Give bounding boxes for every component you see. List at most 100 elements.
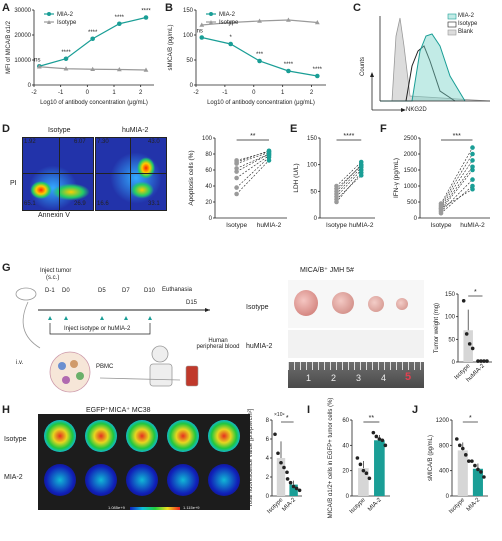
J-ylabel: sMICA/B (pg/mL) <box>428 435 434 481</box>
h-row-isotype: Isotype <box>4 436 27 443</box>
J-point <box>470 459 474 463</box>
A-ytick-label: 20000 <box>14 33 31 39</box>
D-point <box>234 166 239 171</box>
B-point <box>315 73 320 79</box>
ruler-4: 4 <box>381 373 387 383</box>
panel-letter-f: F <box>380 123 387 135</box>
J-point <box>464 453 468 457</box>
histogram-mia2 <box>380 33 466 102</box>
E-point <box>358 163 364 169</box>
I-xtick-label: Isotype <box>349 497 367 515</box>
D-pair-line <box>236 152 270 164</box>
panel-letter-c: C <box>353 2 361 14</box>
G-point <box>482 359 486 363</box>
h-tumor-image <box>167 464 199 496</box>
d-q3-right: 16.6 <box>97 201 109 207</box>
B-point <box>257 18 262 23</box>
D-point <box>234 175 239 181</box>
B-sig-label: **** <box>313 67 323 73</box>
legend-isotype: Isotype <box>458 21 478 27</box>
I-ylabel: MICA/B α1/2+ cells in EGFP+ tumor cells … <box>328 398 334 519</box>
h-scale-min: 1.085e+9 <box>108 505 125 510</box>
D-ytick-label: 20 <box>205 200 212 206</box>
B-point <box>286 68 291 74</box>
H-bar <box>289 484 298 496</box>
D-point <box>234 191 239 197</box>
E-pair-line <box>336 167 362 195</box>
d-q3-left: 65.1 <box>24 201 36 207</box>
J-point <box>461 446 465 451</box>
d-q4-left: 26.9 <box>74 201 86 207</box>
H-ytick-label: 0 <box>266 494 270 500</box>
h-tumor-image <box>44 420 76 452</box>
B-legend-mark-mia2 <box>209 12 213 16</box>
G-ytick-label: 150 <box>445 292 456 298</box>
legend-swatch-isotype <box>447 21 457 28</box>
F-point <box>470 167 475 173</box>
B-xtick-label: -1 <box>222 90 228 96</box>
F-pair-line <box>440 166 473 209</box>
F-point <box>470 183 475 189</box>
ruler-3: 3 <box>356 373 362 383</box>
F-ytick-label: 2000 <box>404 152 418 158</box>
g-day-6: D15 <box>186 300 198 306</box>
A-point <box>116 67 122 72</box>
H-yscale-label: ×10⁹ <box>274 412 285 418</box>
J-bar <box>472 468 483 496</box>
F-pair-line <box>440 179 473 212</box>
g-euthanasia: Euthanasia <box>162 287 193 293</box>
B-xtick-label: -2 <box>193 90 199 96</box>
g-pbmc: PBMC <box>96 364 114 370</box>
I-ytick-label: 40 <box>342 443 349 449</box>
G-point <box>476 359 480 363</box>
E-xtick-label: huMIA-2 <box>349 222 374 229</box>
h-tumor-image <box>126 420 158 452</box>
ruler-5: 5 <box>405 371 412 383</box>
A-point <box>90 36 95 42</box>
ruler-2: 2 <box>331 373 337 383</box>
h-imaging-grid <box>38 414 250 510</box>
J-point <box>458 443 462 448</box>
panel-letter-e: E <box>290 123 298 135</box>
A-point <box>63 56 69 62</box>
G-point <box>464 332 469 336</box>
A-xtick-label: -1 <box>58 90 64 96</box>
J-xtick-label: MIA-2 <box>466 497 482 513</box>
h-tumor-image <box>44 464 76 496</box>
panel-letter-a: A <box>2 2 10 14</box>
I-point <box>377 437 382 441</box>
F-point <box>470 145 475 150</box>
G-ytick-label: 100 <box>445 315 456 321</box>
J-ytick-label: 400 <box>439 469 450 475</box>
D-pair-line <box>236 150 270 163</box>
I-point <box>364 471 369 476</box>
A-xtick-label: -2 <box>31 90 37 96</box>
A-point <box>90 66 96 72</box>
ruler-photo <box>288 362 424 388</box>
I-ytick-label: 60 <box>342 418 349 424</box>
G-point <box>461 299 466 303</box>
B-sig-label: **** <box>284 62 294 68</box>
legend-mia2: MIA-2 <box>458 13 475 19</box>
D-point <box>266 149 272 154</box>
H-xtick-label: MIA-2 <box>281 497 297 513</box>
F-point <box>470 177 475 182</box>
E-ylabel: LDH (U/L) <box>293 163 300 192</box>
F-pair-line <box>440 147 473 204</box>
E-pair-line <box>336 161 362 187</box>
ruler-1: 1 <box>306 373 312 383</box>
tumor-photo-humia2 <box>288 330 424 358</box>
human-icon <box>151 345 169 363</box>
F-pair-line <box>440 169 473 211</box>
h-color-scale <box>130 507 180 510</box>
h-title: EGFP⁺MICA⁺ MC38 <box>86 407 151 414</box>
D-pair-line <box>236 155 270 179</box>
H-point <box>294 486 299 491</box>
I-point <box>380 438 385 443</box>
panel-letter-b: B <box>165 2 173 14</box>
A-xtick-label: 2 <box>139 90 143 96</box>
D-ytick-label: 40 <box>205 184 212 190</box>
g-day-3: D5 <box>98 288 106 294</box>
g-human-blood: Human peripheral blood <box>196 338 240 350</box>
A-sig-label: **** <box>115 15 125 21</box>
